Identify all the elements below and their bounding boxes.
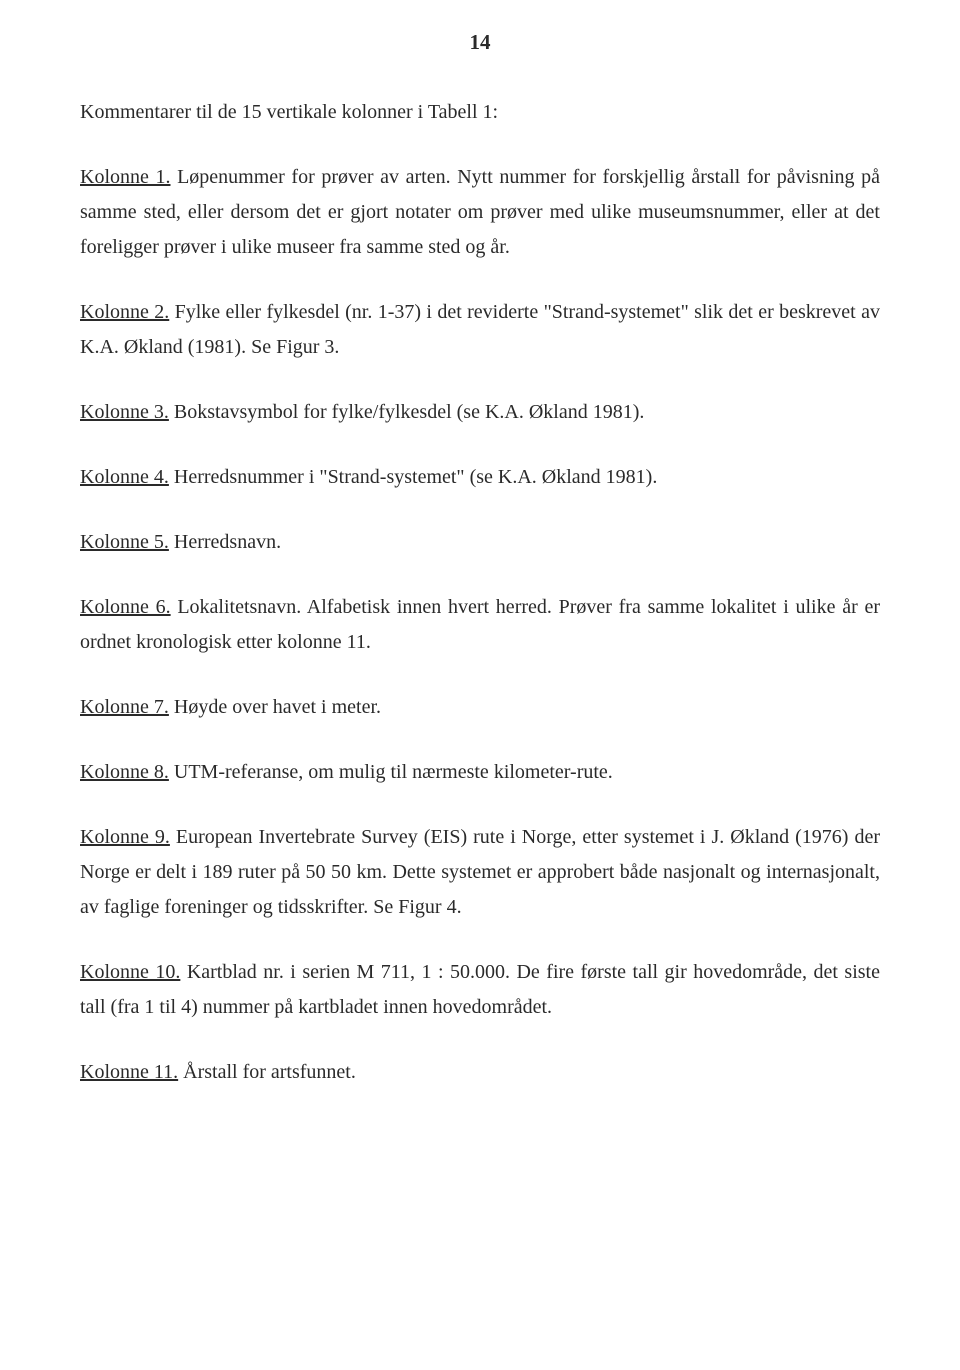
column-label: Kolonne 3. — [80, 401, 169, 423]
page-number: 14 — [80, 24, 880, 61]
intro-line: Kommentarer til de 15 vertikale kolonner… — [80, 95, 880, 130]
column-label: Kolonne 8. — [80, 761, 169, 783]
column-label: Kolonne 6. — [80, 596, 171, 618]
column-entry: Kolonne 6. Lokalitetsnavn. Alfabetisk in… — [80, 590, 880, 660]
column-entry: Kolonne 11. Årstall for artsfunnet. — [80, 1055, 880, 1090]
column-entry: Kolonne 7. Høyde over havet i meter. — [80, 690, 880, 725]
column-text: Lokalitetsnavn. Alfabetisk innen hvert h… — [80, 596, 880, 653]
column-text: Høyde over havet i meter. — [169, 696, 381, 718]
column-label: Kolonne 2. — [80, 301, 169, 323]
column-entry: Kolonne 1. Løpenummer for prøver av arte… — [80, 160, 880, 265]
column-entry: Kolonne 5. Herredsnavn. — [80, 525, 880, 560]
column-text: Herredsnummer i "Strand-systemet" (se K.… — [169, 466, 657, 488]
column-entry: Kolonne 4. Herredsnummer i "Strand-syste… — [80, 460, 880, 495]
column-entry: Kolonne 8. UTM-referanse, om mulig til n… — [80, 755, 880, 790]
column-text: UTM-referanse, om mulig til nærmeste kil… — [169, 761, 613, 783]
column-label: Kolonne 7. — [80, 696, 169, 718]
column-text: European Invertebrate Survey (EIS) rute … — [80, 826, 880, 918]
column-entry: Kolonne 9. European Invertebrate Survey … — [80, 820, 880, 925]
document-page: 14 Kommentarer til de 15 vertikale kolon… — [0, 0, 960, 1370]
column-entry: Kolonne 10. Kartblad nr. i serien M 711,… — [80, 955, 880, 1025]
column-label: Kolonne 10. — [80, 961, 180, 983]
column-label: Kolonne 9. — [80, 826, 170, 848]
column-label: Kolonne 4. — [80, 466, 169, 488]
column-text: Herredsnavn. — [169, 531, 281, 553]
column-text: Løpenummer for prøver av arten. Nytt num… — [80, 166, 880, 258]
column-text: Bokstavsymbol for fylke/fylkesdel (se K.… — [169, 401, 644, 423]
column-text: Fylke eller fylkesdel (nr. 1-37) i det r… — [80, 301, 880, 358]
column-entry: Kolonne 2. Fylke eller fylkesdel (nr. 1-… — [80, 295, 880, 365]
column-label: Kolonne 11. — [80, 1061, 178, 1083]
column-label: Kolonne 5. — [80, 531, 169, 553]
column-text: Årstall for artsfunnet. — [178, 1061, 356, 1083]
column-text: Kartblad nr. i serien M 711, 1 : 50.000.… — [80, 961, 880, 1018]
column-label: Kolonne 1. — [80, 166, 170, 188]
column-entry: Kolonne 3. Bokstavsymbol for fylke/fylke… — [80, 395, 880, 430]
